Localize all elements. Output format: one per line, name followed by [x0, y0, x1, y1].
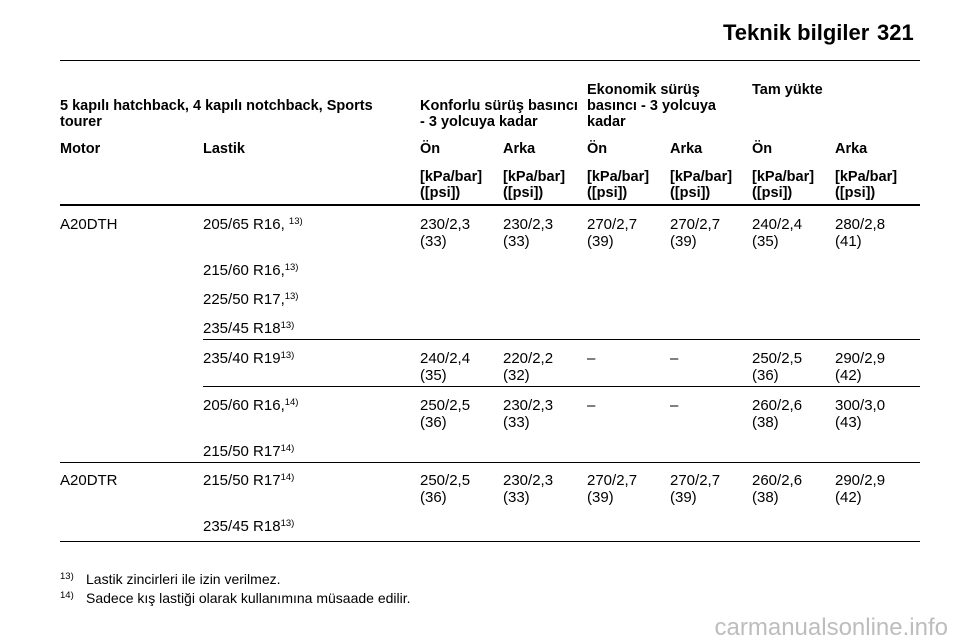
footnote-ref: 14): [284, 397, 299, 408]
pressure-value: –: [587, 350, 596, 367]
col-header-tire: Lastik: [203, 141, 245, 157]
pressure-value: 290/2,9 (42): [835, 472, 886, 506]
pressure-value: 230/2,3 (33): [503, 216, 554, 250]
pressure-value: 250/2,5 (36): [752, 350, 803, 384]
unit-label: [kPa/bar] ([psi]): [752, 169, 815, 201]
pressure-value: 300/3,0 (43): [835, 397, 886, 431]
pressure-value: 260/2,6 (38): [752, 397, 803, 431]
pressure-value: 230/2,3 (33): [503, 472, 554, 506]
unit-label: [kPa/bar] ([psi]): [835, 169, 898, 201]
tire-cell: 235/45 R1813): [203, 518, 295, 535]
col-header-front: Ön: [587, 141, 608, 157]
pressure-value: 270/2,7 (39): [587, 472, 638, 506]
page-title: Teknik bilgiler: [723, 20, 870, 45]
footnote-ref: 14): [280, 472, 295, 483]
tire-cell: 215/50 R1714): [203, 443, 295, 460]
tire-cell: 235/40 R1913): [203, 350, 295, 367]
tire-cell: 205/65 R16, 13): [203, 216, 303, 233]
watermark: carmanualsonline.info: [714, 614, 948, 641]
pressure-value: 230/2,3 (33): [503, 397, 554, 431]
header-rule: [60, 204, 920, 206]
pressure-value: 270/2,7 (39): [587, 216, 638, 250]
pressure-value: 250/2,5 (36): [420, 397, 471, 431]
footnote-ref: 13): [280, 320, 295, 331]
tire-cell: 215/50 R1714): [203, 472, 295, 489]
pressure-value: –: [670, 397, 679, 414]
pressure-value: –: [587, 397, 596, 414]
col-header-rear: Arka: [503, 141, 536, 157]
pressure-value: 230/2,3 (33): [420, 216, 471, 250]
pressure-value: 220/2,2 (32): [503, 350, 554, 384]
col-header-motor: Motor: [60, 141, 101, 157]
pressure-value: 290/2,9 (42): [835, 350, 886, 384]
page-number: 321: [877, 20, 914, 45]
engine-rule: [60, 462, 920, 463]
pressure-value: 240/2,4 (35): [752, 216, 803, 250]
unit-label: [kPa/bar] ([psi]): [587, 169, 650, 201]
pressure-group-comfort: Konforlu sürüş basıncı - 3 yolcuya kadar: [420, 98, 578, 130]
pressure-value: 270/2,7 (39): [670, 472, 721, 506]
footnote-ref: 13): [288, 216, 303, 227]
engine-cell: A20DTR: [60, 472, 118, 489]
footnote-ref: 14): [280, 443, 295, 454]
tire-cell: 235/45 R1813): [203, 320, 295, 337]
pressure-group-full-load: Tam yükte: [752, 82, 823, 98]
group-header: 5 kapılı hatchback, 4 kapılı notchback, …: [60, 98, 373, 130]
footnote-13: 13) Lastik zincirleri ile izin verilmez.: [60, 571, 281, 587]
tire-cell: 225/50 R17,13): [203, 291, 299, 308]
pressure-group-eco: Ekonomik sürüş basıncı - 3 yolcuya kadar: [587, 82, 716, 130]
footnote-ref: 13): [284, 291, 299, 302]
unit-label: [kPa/bar] ([psi]): [503, 169, 566, 201]
footnote-ref: 13): [280, 518, 295, 529]
col-header-rear: Arka: [670, 141, 703, 157]
row-rule: [203, 339, 920, 340]
row-rule: [203, 386, 920, 387]
footnote-ref: 13): [284, 262, 299, 273]
unit-label: [kPa/bar] ([psi]): [420, 169, 483, 201]
col-header-front: Ön: [752, 141, 773, 157]
col-header-rear: Arka: [835, 141, 868, 157]
pressure-value: 280/2,8 (41): [835, 216, 886, 250]
engine-cell: A20DTH: [60, 216, 118, 233]
tire-cell: 205/60 R16,14): [203, 397, 299, 414]
top-rule: [60, 60, 920, 61]
pressure-value: –: [670, 350, 679, 367]
col-header-front: Ön: [420, 141, 441, 157]
tire-cell: 215/60 R16,13): [203, 262, 299, 279]
pressure-value: 240/2,4 (35): [420, 350, 471, 384]
pressure-value: 270/2,7 (39): [670, 216, 721, 250]
table-bottom-rule: [60, 541, 920, 542]
pressure-value: 260/2,6 (38): [752, 472, 803, 506]
footnote-ref: 13): [280, 350, 295, 361]
footnote-14: 14) Sadece kış lastiği olarak kullanımına…: [60, 590, 411, 606]
pressure-value: 250/2,5 (36): [420, 472, 471, 506]
unit-label: [kPa/bar] ([psi]): [670, 169, 733, 201]
